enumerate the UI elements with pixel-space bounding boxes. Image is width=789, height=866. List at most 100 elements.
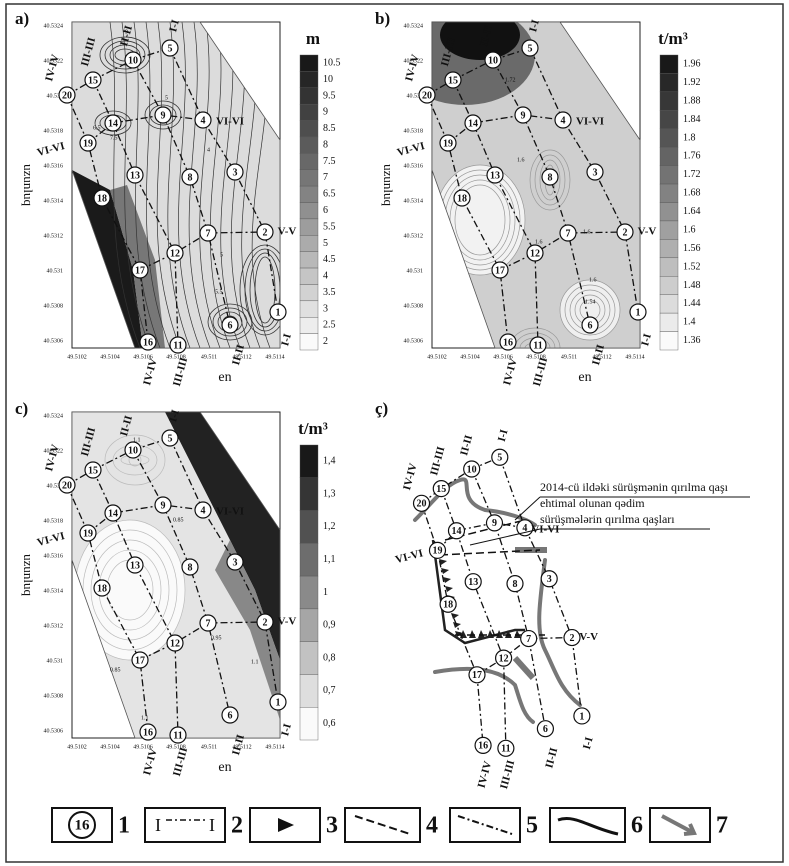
colorbar-label: 1.88 [683, 95, 701, 106]
y-tick-label: 40.531 [407, 268, 424, 274]
profile-label: III-III [498, 759, 517, 790]
point-label: 17 [135, 265, 145, 276]
point-label: 5 [168, 433, 173, 444]
colorbar-swatch [300, 88, 318, 104]
colorbar-swatch [660, 221, 678, 239]
panel-label: ç) [375, 399, 388, 418]
y-tick-label: 40.5308 [44, 693, 64, 699]
colorbar-swatch [300, 55, 318, 71]
contour-label: 1.1 [251, 659, 259, 665]
y-tick-label: 40.5312 [44, 233, 64, 239]
point-label: 8 [513, 579, 518, 590]
x-tick-label: 49.5104 [100, 744, 120, 750]
y-tick-label: 40.5316 [404, 163, 424, 169]
point-label: 16 [478, 741, 488, 752]
colorbar-label: 1 [323, 587, 328, 598]
map-panel: a)957.56.5455.540.532440.532240.53240.53… [15, 9, 341, 388]
legend-number: 2 [231, 813, 243, 839]
y-tick-label: 40.5314 [44, 198, 64, 204]
profile-label: VI-VI [576, 116, 604, 128]
profile-label: VI-VI [216, 116, 244, 128]
contour-label: 0.85 [173, 517, 184, 523]
profile-label: V-V [638, 226, 657, 238]
colorbar-swatch [300, 121, 318, 137]
colorbar-label: 2.5 [323, 320, 336, 331]
profile-label: VI-VI [216, 506, 244, 518]
scarp-2014-hachured [433, 540, 525, 643]
colorbar-swatch [660, 166, 678, 184]
colorbar-swatch [660, 129, 678, 147]
point-label: 4 [561, 115, 566, 126]
profile-label: IV-IV [401, 462, 420, 492]
point-label: 16 [503, 337, 513, 348]
slide-arrow [515, 658, 533, 678]
colorbar-label: 4 [323, 271, 328, 282]
colorbar-label: 4.5 [323, 254, 336, 265]
point-label: 5 [497, 453, 502, 464]
y-axis-title: uzunluq [381, 164, 396, 206]
point-label: 2 [263, 227, 268, 238]
y-axis-title: uzunluq [21, 554, 36, 596]
colorbar-swatch [300, 170, 318, 186]
y-tick-label: 40.5324 [404, 23, 424, 29]
point-label: 17 [472, 670, 482, 681]
y-tick-label: 40.5308 [404, 303, 424, 309]
profile-label: IV-IV [501, 357, 520, 387]
profile-label: VI-VI [396, 140, 426, 159]
point-label: 18 [443, 600, 453, 611]
x-tick-label: 49.511 [201, 354, 217, 360]
x-tick-label: 49.5114 [265, 744, 284, 750]
colorbar-swatch [300, 186, 318, 202]
profile-label: IV-IV [476, 760, 495, 790]
colorbar-label: 9 [323, 107, 328, 118]
colorbar-label: 1.48 [683, 280, 701, 291]
profile-label: III-III [531, 356, 550, 387]
map-panel: c)1.10.850.950.851.11.140.532440.532240.… [15, 399, 336, 778]
point-label: 4 [201, 505, 206, 516]
point-label: 2 [263, 617, 268, 628]
colorbar-label: 1.52 [683, 261, 701, 272]
point-label: 14 [108, 508, 118, 519]
contour-label: 1.54 [585, 299, 596, 305]
y-axis-title: uzunluq [21, 164, 36, 206]
colorbar-swatch [300, 252, 318, 268]
profile-line [422, 503, 484, 745]
point-label: 7 [526, 634, 531, 645]
profile-label: VI-VI [394, 547, 424, 566]
x-tick-label: 49.5104 [100, 354, 120, 360]
y-tick-label: 40.5312 [404, 233, 424, 239]
point-label: 1 [579, 711, 584, 722]
point-label: 1 [636, 307, 641, 318]
point-label: 11 [173, 340, 182, 351]
point-label: 5 [168, 43, 173, 54]
point-label: 17 [495, 265, 505, 276]
legend-box [450, 808, 520, 842]
colorbar-swatch [660, 239, 678, 257]
profile-label: V-V [278, 226, 297, 238]
colorbar-swatch [300, 137, 318, 153]
colorbar-label: 6.5 [323, 189, 336, 200]
contour-label: 6.5 [93, 125, 101, 131]
annotation: sürüşmələrin qırılma qaşları [540, 512, 675, 526]
x-axis-title: en [218, 760, 231, 775]
colorbar-label: 0,6 [323, 718, 336, 729]
colorbar-swatch [660, 110, 678, 128]
y-tick-label: 40.5308 [44, 303, 64, 309]
x-tick-label: 49.5114 [265, 354, 284, 360]
y-tick-label: 40.5306 [44, 728, 64, 734]
profile-label: I-I [639, 332, 654, 347]
colorbar-swatch [300, 707, 318, 740]
hachure [443, 577, 451, 583]
profile-label: IV-IV [141, 357, 160, 387]
y-tick-label: 40.531 [47, 268, 64, 274]
point-label: 19 [83, 528, 93, 539]
contour-label: 7.5 [110, 135, 118, 141]
contour-label: 0.85 [110, 667, 121, 673]
contour-label: 5 [220, 252, 223, 258]
contour-label: 5.5 [215, 289, 223, 295]
point-label: 14 [108, 118, 118, 129]
point-label: 10 [128, 55, 138, 66]
profile-label: I-I [279, 722, 294, 737]
colorbar-label: 1,3 [323, 488, 336, 499]
contour-label: 4 [207, 147, 210, 153]
